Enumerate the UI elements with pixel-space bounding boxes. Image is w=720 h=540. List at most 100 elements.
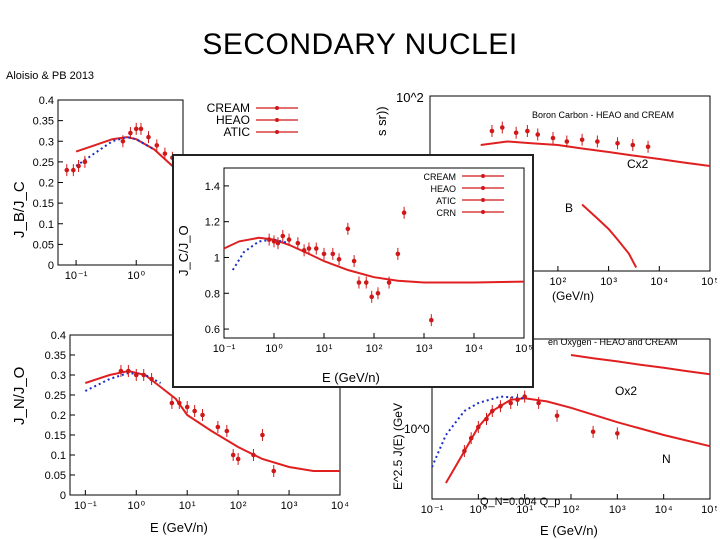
no-data-point xyxy=(177,400,182,406)
bc-frame xyxy=(57,99,184,266)
co-xtick-label: 10 ⁰ xyxy=(265,343,283,355)
bc-ytick-label: 0.15 xyxy=(33,198,54,210)
no-xtick-label: 10 ⁴ xyxy=(331,500,349,512)
no-ytick-label: 0.3 xyxy=(51,370,66,382)
no-xtick-label: 10 ¹ xyxy=(179,500,196,512)
no-data-point xyxy=(118,368,124,374)
bc-data-point xyxy=(71,167,76,173)
co-legend-label: HEAO xyxy=(430,184,456,194)
no-xlabel: E (GeV/n) xyxy=(150,520,208,535)
no-ylabel: J_N/J_O xyxy=(11,367,28,425)
bc-legend-label: CREAM xyxy=(207,101,250,115)
bcarbon-xtick-label: 10 ⁵ xyxy=(701,276,717,288)
chart-noxygen: E^2.5 J(E) (GeV 10^0 en Oxygen - HEAO an… xyxy=(380,325,717,538)
co-ytick-label: 0.6 xyxy=(205,324,220,336)
bc-xtick-label: 10 ⁻¹ xyxy=(65,270,88,282)
co-legend-marker xyxy=(481,186,485,190)
co-data-point xyxy=(330,251,336,257)
noxygen-xlabel: E (GeV/n) xyxy=(540,523,598,538)
no-data-point xyxy=(184,404,190,410)
bc-ytick-label: 0.35 xyxy=(33,116,54,128)
co-data-point xyxy=(356,280,362,285)
bcarbon-data-point xyxy=(489,128,495,134)
noxygen-caption: en Oxygen - HEAO and CREAM xyxy=(548,337,678,347)
no-data-point xyxy=(271,468,277,474)
co-xtick-label: 10 ⁻¹ xyxy=(213,343,236,355)
co-ytick-label: 1 xyxy=(214,252,220,264)
no-ytick-label: 0.35 xyxy=(45,350,66,362)
bc-legend-label: ATIC xyxy=(224,125,251,139)
no-data-point xyxy=(133,372,139,378)
noxygen-data-point xyxy=(498,403,503,409)
co-legend-label: CREAM xyxy=(423,172,456,182)
co-data-point xyxy=(286,237,292,242)
bc-legend-marker xyxy=(275,118,279,122)
no-ytick-label: 0.4 xyxy=(51,330,66,342)
noxygen-data-point xyxy=(536,400,541,406)
noxygen-annotation-n: N xyxy=(662,452,671,466)
bc-data-point xyxy=(138,126,144,132)
bcarbon-data-point xyxy=(513,130,519,136)
noxygen-ytick: 10^0 xyxy=(404,422,430,436)
noxygen-xtick-label: 10 ⁰ xyxy=(470,504,488,516)
no-data-point xyxy=(200,412,205,418)
no-xtick-label: 10 ⁻¹ xyxy=(74,500,97,512)
bc-data-point xyxy=(146,134,151,140)
co-data-point xyxy=(369,294,375,300)
co-data-point xyxy=(375,290,381,296)
bc-data-point xyxy=(64,167,70,173)
bc-data-point xyxy=(128,130,133,136)
noxygen-xtick-label: 10 ⁴ xyxy=(655,504,673,516)
noxygen-xtick-label: 10 ⁻¹ xyxy=(421,504,444,516)
bc-ytick-label: 0.3 xyxy=(39,136,54,148)
co-ytick-label: 1.4 xyxy=(205,181,220,193)
chart-bcarbon-svg: s sr)) 10^2 Boron Carbon - HEAO and CREA… xyxy=(374,90,717,303)
co-legend-label: ATIC xyxy=(436,196,456,206)
bcarbon-ytick: 10^2 xyxy=(396,90,424,105)
no-ytick-label: 0.05 xyxy=(45,470,66,482)
noxygen-data-point xyxy=(554,413,560,419)
bcarbon-xtick-label: 10 ² xyxy=(549,276,566,288)
bcarbon-xtick-label: 10 ³ xyxy=(600,276,617,288)
co-xtick-label: 10 ⁴ xyxy=(465,343,483,355)
chart-co: J_C/J_O E (GeV/n) 0.6 0.8 1 1.2 1.4 10 ⁻¹ 10 ⁰… xyxy=(172,154,534,388)
noxygen-data-point xyxy=(615,431,620,436)
bc-xtick-label: 10 ⁰ xyxy=(127,270,145,282)
no-data-point xyxy=(141,372,147,378)
no-xtick-label: 10 ³ xyxy=(281,500,298,512)
co-data-point xyxy=(336,256,342,262)
noxygen-data-point xyxy=(462,448,467,454)
co-model-line-0 xyxy=(223,236,525,284)
co-data-point xyxy=(429,317,434,323)
bcarbon-data-point xyxy=(595,139,600,144)
co-xtick-label: 10 ¹ xyxy=(316,343,333,355)
bcarbon-model-line-0 xyxy=(480,140,711,167)
co-legend-marker xyxy=(481,174,485,178)
bcarbon-annotation-cx2: Cx2 xyxy=(627,157,649,171)
no-xtick-label: 10 ⁰ xyxy=(127,500,145,512)
no-data-point xyxy=(149,376,154,382)
no-data-point xyxy=(235,456,241,462)
co-legend-marker xyxy=(481,210,485,214)
noxygen-model-line-0 xyxy=(570,354,711,376)
no-alt_model-line-1 xyxy=(84,371,162,392)
noxygen-xtick-label: 10 ² xyxy=(563,504,580,516)
bc-ytick-label: 0.4 xyxy=(39,95,54,107)
co-data-point xyxy=(401,210,407,216)
no-data-point xyxy=(215,424,221,430)
chart-co-svg: J_C/J_O E (GeV/n) 0.6 0.8 1 1.2 1.4 10 ⁻¹ 10 ⁰… xyxy=(176,167,532,385)
bc-model-line-0 xyxy=(75,136,184,176)
bcarbon-data-point xyxy=(579,137,585,143)
noxygen-data-point xyxy=(484,416,489,422)
bcarbon-data-point xyxy=(645,144,651,150)
co-data-point xyxy=(275,240,281,246)
bcarbon-xtick-label: 10 ⁴ xyxy=(650,276,668,288)
chart-noxygen-svg: E^2.5 J(E) (GeV 10^0 en Oxygen - HEAO an… xyxy=(391,337,717,538)
co-data-point xyxy=(321,251,327,257)
no-data-point xyxy=(169,400,175,406)
bcarbon-data-point xyxy=(630,142,636,148)
no-ytick-label: 0.2 xyxy=(51,410,66,422)
noxygen-model-line-1 xyxy=(445,397,711,484)
noxygen-data-point xyxy=(515,397,520,403)
